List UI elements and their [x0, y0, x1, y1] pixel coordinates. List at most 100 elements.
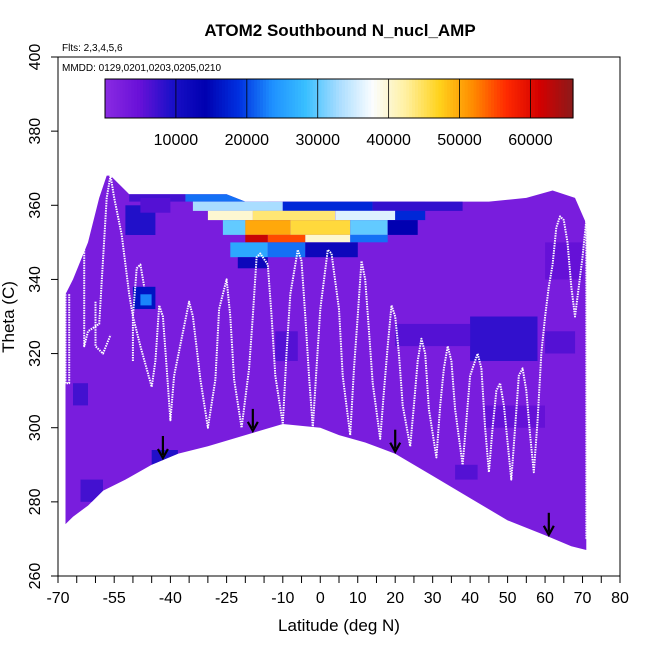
colorbar-cell-106 [415, 79, 419, 118]
colorbar-cell-101 [400, 79, 404, 118]
colorbar-cell-126 [473, 79, 478, 118]
colorbar-cell-4 [116, 79, 121, 118]
colorbar-tick-label-3: 40000 [366, 132, 411, 149]
colorbar-cell-124 [467, 79, 472, 118]
colorbar-cell-118 [450, 79, 454, 118]
colorbar-cell-58 [274, 79, 279, 118]
anomaly-patch-19 [305, 234, 351, 243]
colorbar-cell-91 [371, 79, 375, 118]
colorbar-cell-109 [423, 79, 428, 118]
colorbar-cell-108 [420, 79, 425, 118]
colorbar-cell-157 [564, 79, 568, 118]
colorbar-cell-22 [169, 79, 173, 118]
colorbar-cell-104 [409, 79, 413, 118]
colorbar-cell-0 [105, 79, 109, 118]
colorbar-cell-14 [145, 79, 150, 118]
anomaly-patch-9 [252, 210, 336, 221]
anomaly-patch-31 [80, 479, 103, 502]
colorbar-cell-79 [336, 79, 340, 118]
colorbar-cell-94 [379, 79, 384, 118]
anomaly-patch-15 [350, 220, 388, 235]
colorbar-ticks: 10000 20000 30000 40000 50000 60000 [154, 132, 553, 149]
colorbar-cell-12 [140, 79, 144, 118]
colorbar-cell-95 [382, 79, 387, 118]
anomaly-patch-17 [245, 234, 268, 243]
anomaly-patch-22 [267, 242, 306, 258]
colorbar-cell-148 [537, 79, 542, 118]
anomaly-patch-20 [350, 234, 388, 243]
colorbar-cell-15 [148, 79, 153, 118]
x-tick-label-0: -70 [46, 590, 69, 607]
colorbar-cell-8 [128, 79, 132, 118]
colorbar-cell-37 [213, 79, 217, 118]
colorbar-cell-136 [502, 79, 507, 118]
colorbar-cell-137 [505, 79, 510, 118]
x-tick-label-9: 40 [461, 590, 479, 607]
colorbar-cell-99 [394, 79, 399, 118]
colorbar-cell-140 [514, 79, 519, 118]
anomaly-patch-28 [140, 294, 152, 306]
anomaly-patch-33 [395, 323, 471, 347]
colorbar-cell-131 [488, 79, 492, 118]
colorbar-cell-158 [567, 79, 571, 118]
flights-note: Flts: 2,3,4,5,6 [62, 43, 123, 54]
colorbar-cell-83 [347, 79, 352, 118]
flight-track-1 [83, 174, 146, 348]
colorbar-cell-10 [134, 79, 138, 118]
colorbar-cell-16 [151, 79, 156, 118]
colorbar-cell-11 [137, 79, 141, 118]
colorbar-cell-24 [175, 79, 179, 118]
colorbar-cell-92 [374, 79, 378, 118]
y-tick-label-3: 320 [27, 340, 44, 367]
colorbar-cell-133 [494, 79, 498, 118]
y-tick-label-5: 360 [27, 192, 44, 219]
y-tick-label-4: 340 [27, 266, 44, 293]
y-tick-label-6: 380 [27, 118, 44, 145]
arrow-head-0 [156, 448, 169, 461]
colorbar-cell-60 [280, 79, 285, 118]
x-tick-label-6: 10 [349, 590, 367, 607]
anomaly-patch-26 [140, 197, 171, 213]
x-tick-label-13: 80 [611, 590, 629, 607]
colorbar-cell-68 [303, 79, 308, 118]
colorbar-cell-132 [491, 79, 495, 118]
colorbar-cell-103 [406, 79, 410, 118]
colorbar-cell-115 [441, 79, 445, 118]
arrow-head-2 [389, 442, 402, 454]
colorbar-cell-54 [262, 79, 267, 118]
colorbar-cells [105, 79, 574, 118]
colorbar-cell-114 [438, 79, 442, 118]
colorbar-cell-20 [163, 79, 168, 118]
colorbar-cell-27 [183, 79, 188, 118]
colorbar-cell-25 [178, 79, 182, 118]
colorbar-cell-76 [327, 79, 331, 118]
colorbar-cell-134 [496, 79, 501, 118]
anomaly-patch-8 [207, 210, 253, 221]
colorbar-cell-102 [403, 79, 407, 118]
colorbar-cell-35 [207, 79, 211, 118]
colorbar-cell-150 [543, 79, 548, 118]
colorbar-cell-43 [230, 79, 235, 118]
colorbar-cell-117 [447, 79, 451, 118]
flight-track-0 [64, 294, 71, 385]
colorbar-cell-1 [107, 79, 112, 118]
colorbar-cell-47 [242, 79, 246, 118]
anomaly-patch-7 [372, 201, 463, 211]
y-tick-label-2: 300 [27, 414, 44, 441]
colorbar-lines [175, 79, 531, 118]
colorbar-cell-30 [192, 79, 197, 118]
x-tick-label-2: -40 [159, 590, 182, 607]
colorbar-cell-71 [312, 79, 317, 118]
colorbar-cell-149 [540, 79, 545, 118]
colorbar-cell-19 [160, 79, 165, 118]
colorbar-tick-label-1: 20000 [225, 132, 270, 149]
anomaly-patch-5 [192, 201, 283, 211]
anomaly-patch-36 [485, 405, 545, 428]
anomaly-patch-21 [230, 242, 268, 258]
flight-track-2 [94, 301, 112, 355]
colorbar-cell-125 [470, 79, 475, 118]
anomaly-patch-14 [290, 220, 351, 235]
colorbar-cell-141 [517, 79, 521, 118]
arrow-head-3 [542, 525, 555, 538]
colorbar-cell-3 [113, 79, 118, 118]
